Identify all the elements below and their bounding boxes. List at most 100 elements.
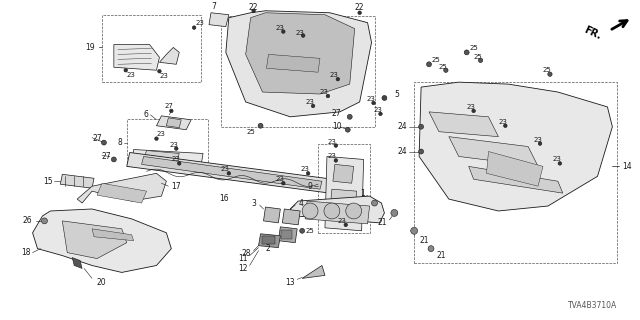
Circle shape <box>177 162 181 165</box>
Circle shape <box>426 62 431 67</box>
Text: 9: 9 <box>307 182 312 191</box>
Polygon shape <box>226 11 372 117</box>
Text: 25: 25 <box>247 129 255 135</box>
Text: 27: 27 <box>92 134 102 143</box>
Text: 27: 27 <box>102 152 111 161</box>
Text: 21: 21 <box>437 251 447 260</box>
Text: 18: 18 <box>21 248 31 257</box>
Polygon shape <box>246 13 355 94</box>
Circle shape <box>345 127 350 132</box>
Bar <box>414 82 618 262</box>
Text: 23: 23 <box>275 25 284 31</box>
Text: 23: 23 <box>320 89 329 95</box>
Text: 25: 25 <box>439 64 448 70</box>
Circle shape <box>464 50 469 55</box>
Circle shape <box>175 147 178 150</box>
Circle shape <box>300 228 305 233</box>
Text: 19: 19 <box>85 43 95 52</box>
Text: 23: 23 <box>328 154 337 159</box>
Text: 23: 23 <box>221 166 230 172</box>
Text: 22: 22 <box>355 3 364 12</box>
Bar <box>102 15 201 82</box>
Circle shape <box>336 77 340 81</box>
Text: 8: 8 <box>117 138 122 147</box>
Circle shape <box>42 218 47 224</box>
Circle shape <box>102 140 106 145</box>
Circle shape <box>282 30 285 33</box>
Text: 27: 27 <box>332 109 342 118</box>
Text: 23: 23 <box>330 72 339 78</box>
Polygon shape <box>97 183 147 203</box>
Text: 6: 6 <box>143 110 148 119</box>
Polygon shape <box>156 116 191 130</box>
Circle shape <box>155 137 158 140</box>
Bar <box>262 236 275 244</box>
Polygon shape <box>325 156 364 231</box>
Circle shape <box>419 149 424 154</box>
Text: 23: 23 <box>170 141 178 148</box>
Polygon shape <box>92 229 134 241</box>
Polygon shape <box>143 150 179 163</box>
Text: 21: 21 <box>419 236 429 245</box>
Text: 23: 23 <box>195 20 204 26</box>
Polygon shape <box>141 156 322 189</box>
Bar <box>318 144 369 233</box>
Text: 23: 23 <box>533 137 542 143</box>
Polygon shape <box>302 266 325 278</box>
Text: 10: 10 <box>332 122 342 131</box>
Circle shape <box>382 95 387 100</box>
Text: 23: 23 <box>374 107 382 113</box>
Text: 25: 25 <box>543 67 552 73</box>
Text: TVA4B3710A: TVA4B3710A <box>568 300 617 310</box>
Text: 23: 23 <box>295 29 304 36</box>
Polygon shape <box>419 82 612 211</box>
Text: 23: 23 <box>499 119 508 125</box>
Text: 23: 23 <box>467 104 476 110</box>
Text: 23: 23 <box>159 73 168 79</box>
Text: 22: 22 <box>248 3 258 12</box>
Polygon shape <box>429 112 499 137</box>
Text: 23: 23 <box>300 166 309 172</box>
Circle shape <box>372 200 378 206</box>
Polygon shape <box>259 234 280 248</box>
Bar <box>127 119 208 166</box>
Text: 21: 21 <box>378 218 387 228</box>
Circle shape <box>324 203 340 219</box>
Text: 20: 20 <box>97 278 107 287</box>
Polygon shape <box>305 201 369 224</box>
Text: 17: 17 <box>172 182 181 191</box>
Circle shape <box>548 72 552 76</box>
Circle shape <box>334 144 338 147</box>
Polygon shape <box>264 207 280 223</box>
Text: 27: 27 <box>164 103 173 109</box>
Text: 23: 23 <box>367 96 376 102</box>
Circle shape <box>227 172 230 175</box>
Text: 24: 24 <box>397 147 407 156</box>
Circle shape <box>391 210 398 216</box>
Text: 3: 3 <box>252 198 257 208</box>
Text: 2: 2 <box>266 244 271 253</box>
Text: 23: 23 <box>172 156 180 163</box>
Polygon shape <box>132 149 203 165</box>
Circle shape <box>193 26 196 29</box>
Text: 15: 15 <box>43 177 52 186</box>
Polygon shape <box>72 258 82 268</box>
Circle shape <box>411 227 418 234</box>
Polygon shape <box>62 221 127 259</box>
Polygon shape <box>33 209 172 272</box>
Text: 25: 25 <box>432 57 441 63</box>
Text: 26: 26 <box>23 216 33 225</box>
Text: 24: 24 <box>397 122 407 131</box>
Polygon shape <box>278 227 297 243</box>
Circle shape <box>472 109 476 113</box>
Circle shape <box>478 58 483 62</box>
Text: 11: 11 <box>238 254 248 263</box>
Polygon shape <box>333 164 354 183</box>
Circle shape <box>348 114 352 119</box>
Text: FR.: FR. <box>582 25 602 42</box>
Circle shape <box>538 142 542 145</box>
Circle shape <box>157 69 161 73</box>
Circle shape <box>358 11 362 14</box>
Circle shape <box>326 94 330 98</box>
Circle shape <box>170 109 173 113</box>
